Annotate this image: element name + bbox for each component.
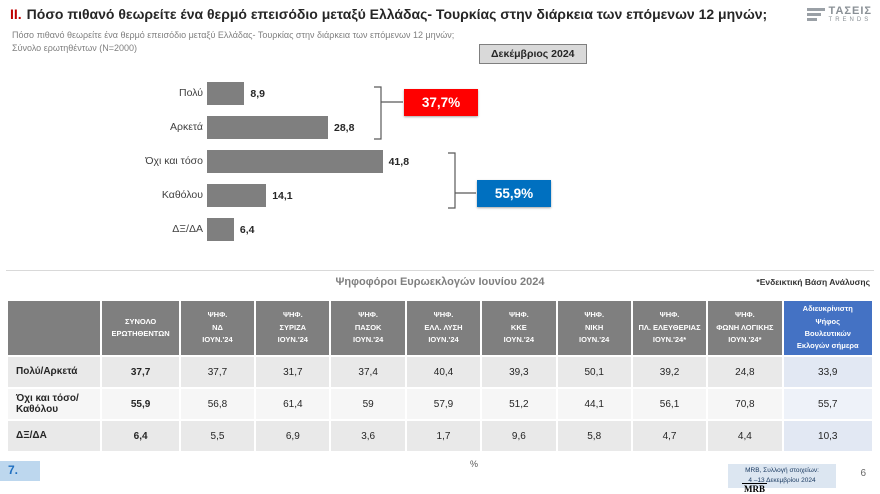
bar-label: Αρκετά — [170, 120, 203, 133]
taseis-trends-logo: ΤΑΣΕΙΣ TRENDS — [806, 5, 872, 23]
bar-label: Όχι και τόσο — [145, 154, 203, 167]
cell: 37,7 — [180, 357, 255, 387]
cell: 56,8 — [180, 389, 255, 419]
table-row: Πολύ/Αρκετά 37,7 37,7 31,7 37,4 40,4 39,… — [8, 357, 872, 387]
header-pl-eleftherias: ΨΗΦ. ΠΛ. ΕΛΕΥΘΕΡΙΑΣ ΙΟΥΝ.'24* — [632, 301, 707, 355]
header-kke: ΨΗΦ. ΚΚΕ ΙΟΥΝ.'24 — [482, 301, 556, 355]
table-title-band: Ψηφοφόροι Ευρωεκλογών Ιουνίου 2024 *Ενδε… — [6, 270, 874, 294]
cell: 31,7 — [256, 357, 330, 387]
bar-label: Πολύ — [179, 86, 203, 99]
header-nd: ΨΗΦ. ΝΔ ΙΟΥΝ.'24 — [180, 301, 255, 355]
bar — [207, 116, 328, 139]
bar-value: 28,8 — [334, 121, 355, 134]
cell: 37,4 — [331, 357, 405, 387]
header-foni-logikis: ΨΗΦ. ΦΩΝΗ ΛΟΓΙΚΗΣ ΙΟΥΝ.'24* — [708, 301, 782, 355]
header-niki: ΨΗΦ. ΝΙΚΗ ΙΟΥΝ.'24 — [557, 301, 631, 355]
logo-text: ΤΑΣΕΙΣ TRENDS — [829, 5, 872, 23]
cell: 1,7 — [406, 421, 481, 451]
logo-line1: ΤΑΣΕΙΣ — [828, 5, 872, 17]
crosstab-table: ΣΥΝΟΛΟ ΕΡΩΤΗΘΕΝΤΩΝ ΨΗΦ. ΝΔ ΙΟΥΝ.'24 ΨΗΦ.… — [6, 299, 874, 453]
percent-axis-label: % — [470, 459, 479, 469]
bar-label: Καθόλου — [161, 188, 203, 201]
bar — [207, 150, 383, 173]
bar — [207, 82, 245, 105]
cell: 55,7 — [783, 389, 872, 419]
row-label: Πολύ/Αρκετά — [8, 357, 101, 387]
header-total: ΣΥΝΟΛΟ ΕΡΩΤΗΘΕΝΤΩΝ — [102, 301, 179, 355]
chart-row: Πολύ 8,9 — [125, 82, 575, 105]
bar-value: 41,8 — [388, 155, 410, 168]
cell: 6,4 — [102, 421, 179, 451]
cell: 3,6 — [331, 421, 405, 451]
mrb-logo: MRB — [742, 483, 767, 494]
page-number: 6 — [860, 468, 866, 479]
page-title: II. Πόσο πιθανό θεωρείτε ένα θερμό επεισό… — [10, 6, 780, 23]
header-pasok: ΨΗΦ. ΠΑΣΟΚ ΙΟΥΝ.'24 — [331, 301, 405, 355]
source-line1: MRB, Συλλογή στοιχείων: — [745, 467, 819, 474]
bar-chart: Πολύ 8,9 Αρκετά 28,8 Όχι και τόσο 41,8 Κ… — [125, 82, 575, 252]
title-text: Πόσο πιθανό θεωρείτε ένα θερμό επεισόδιο… — [26, 6, 768, 22]
header-syriza: ΨΗΦ. ΣΥΡΙΖΑ ΙΟΥΝ.'24 — [256, 301, 330, 355]
header-undetermined: Αδιευκρίνιστη Ψήφος Βουλευτικών Εκλογών … — [783, 301, 872, 355]
cell: 57,9 — [406, 389, 481, 419]
subtitle-line2: Σύνολο ερωτηθέντων (N=2000) — [12, 43, 138, 54]
source-line2: 4 –13 Δεκεμβρίου 2024 — [748, 476, 816, 484]
crosstab-table-wrap: ΣΥΝΟΛΟ ΕΡΩΤΗΘΕΝΤΩΝ ΨΗΦ. ΝΔ ΙΟΥΝ.'24 ΨΗΦ.… — [6, 299, 874, 453]
chart-row: Καθόλου 14,1 — [125, 184, 575, 207]
logo-line2: TRENDS — [828, 17, 872, 23]
cell: 44,1 — [557, 389, 631, 419]
cell: 39,2 — [632, 357, 707, 387]
chart-row: Αρκετά 28,8 — [125, 116, 575, 139]
cell: 4,4 — [708, 421, 782, 451]
header-ell-lysi: ΨΗΦ. ΕΛΛ. ΛΥΣΗ ΙΟΥΝ.'24 — [406, 301, 481, 355]
cell: 24,8 — [708, 357, 782, 387]
row-label: ΔΞ/ΔΑ — [8, 421, 101, 451]
cell: 40,4 — [406, 357, 481, 387]
table-row: ΔΞ/ΔΑ 6,4 5,5 6,9 3,6 1,7 9,6 5,8 4,7 4,… — [8, 421, 872, 451]
slide-number-left: 7. — [0, 461, 40, 481]
title-numeral: II. — [10, 6, 22, 22]
cell: 59 — [331, 389, 405, 419]
question-subtitle: Πόσο πιθανό θεωρείτε ένα θερμό επεισόδιο… — [12, 29, 454, 55]
table-title: Ψηφοφόροι Ευρωεκλογών Ιουνίου 2024 — [335, 276, 545, 288]
cell: 5,5 — [180, 421, 255, 451]
cell: 6,9 — [256, 421, 330, 451]
cell: 9,6 — [482, 421, 556, 451]
cell: 5,8 — [557, 421, 631, 451]
subtitle-line1: Πόσο πιθανό θεωρείτε ένα θερμό επεισόδιο… — [12, 30, 455, 40]
source-note: MRB, Συλλογή στοιχείων: 4 –13 Δεκεμβρίου… — [728, 464, 836, 488]
bar — [207, 184, 267, 207]
table-row: Όχι και τόσο/Καθόλου 55,9 56,8 61,4 59 5… — [8, 389, 872, 419]
cell: 39,3 — [482, 357, 556, 387]
table-note: *Ενδεικτική Βάση Ανάλυσης — [756, 277, 870, 287]
cell: 37,7 — [102, 357, 179, 387]
table-header-row: ΣΥΝΟΛΟ ΕΡΩΤΗΘΕΝΤΩΝ ΨΗΦ. ΝΔ ΙΟΥΝ.'24 ΨΗΦ.… — [8, 301, 872, 355]
cell: 4,7 — [632, 421, 707, 451]
date-badge: Δεκέμβριος 2024 — [479, 44, 587, 64]
summary-box-likely: 37,7% — [404, 89, 478, 116]
bar — [207, 218, 234, 241]
cell: 33,9 — [783, 357, 872, 387]
header-empty — [8, 301, 101, 355]
chart-row: ΔΞ/ΔΑ 6,4 — [125, 218, 575, 241]
summary-box-unlikely: 55,9% — [477, 180, 551, 207]
bar-value: 6,4 — [239, 223, 255, 236]
cell: 55,9 — [102, 389, 179, 419]
cell: 61,4 — [256, 389, 330, 419]
cell: 51,2 — [482, 389, 556, 419]
row-label: Όχι και τόσο/Καθόλου — [8, 389, 101, 419]
bar-label: ΔΞ/ΔΑ — [172, 222, 203, 235]
bar-value: 14,1 — [272, 189, 293, 202]
chart-row: Όχι και τόσο 41,8 — [125, 150, 575, 173]
bars-logo-icon — [806, 7, 825, 21]
bar-value: 8,9 — [250, 87, 265, 100]
cell: 70,8 — [708, 389, 782, 419]
cell: 56,1 — [632, 389, 707, 419]
cell: 50,1 — [557, 357, 631, 387]
cell: 10,3 — [783, 421, 872, 451]
